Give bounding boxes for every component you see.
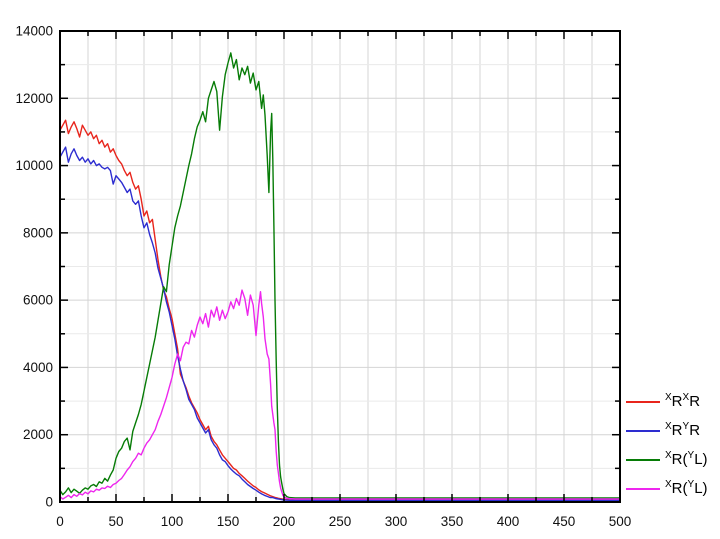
y-tick-label: 6000: [23, 293, 53, 308]
x-tick-label: 350: [441, 514, 464, 529]
legend-label: XRXR: [665, 392, 701, 410]
x-tick-label: 150: [217, 514, 240, 529]
y-tick-label: 12000: [15, 91, 53, 106]
x-tick-label: 50: [108, 514, 123, 529]
legend-item-XR(YL)-2: XR(YL): [626, 474, 720, 503]
legend: XRXR XRYR XR(YL) XR(YL): [626, 387, 720, 503]
series-line-XR(YL): [59, 52, 621, 499]
y-tick-label: 0: [45, 495, 53, 510]
x-tick-label: 0: [56, 514, 64, 529]
x-tick-label: 200: [273, 514, 296, 529]
legend-label: XRYR: [665, 421, 701, 439]
y-tick-label: 8000: [23, 225, 53, 240]
x-tick-label: 450: [553, 514, 576, 529]
y-tick-label: 2000: [23, 427, 53, 442]
x-tick-label: 100: [161, 514, 184, 529]
legend-item-XRXR: XRXR: [626, 387, 720, 416]
legend-line-swatch: [626, 487, 660, 490]
legend-label: XR(YL): [665, 479, 708, 497]
series-line-XRYR: [59, 146, 621, 501]
legend-line-swatch: [626, 400, 660, 403]
legend-line-swatch: [626, 458, 660, 461]
x-tick-label: 400: [497, 514, 520, 529]
legend-line-swatch: [626, 429, 660, 432]
y-tick-label: 4000: [23, 360, 53, 375]
series-line-XR(YL)-2: [59, 289, 621, 500]
y-tick-label: 14000: [15, 24, 53, 39]
x-tick-label: 500: [609, 514, 632, 529]
x-tick-label: 300: [385, 514, 408, 529]
legend-item-XR(YL): XR(YL): [626, 445, 720, 474]
y-tick-label: 10000: [15, 158, 53, 173]
plot-frame: [59, 30, 621, 503]
legend-label: XR(YL): [665, 450, 708, 468]
x-tick-label: 250: [329, 514, 352, 529]
legend-item-XRYR: XRYR: [626, 416, 720, 445]
